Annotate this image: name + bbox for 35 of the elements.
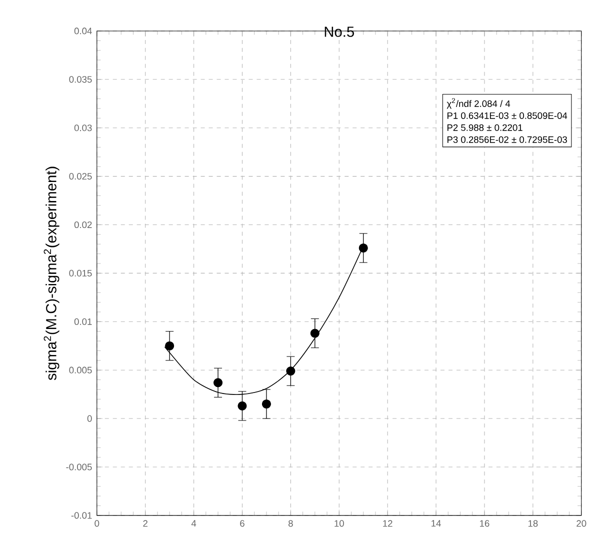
- x-tick-label: 4: [191, 520, 196, 526]
- y-tick-label: -0.005: [66, 463, 92, 470]
- point: [213, 378, 223, 388]
- y-tick-label: 0.02: [74, 221, 92, 228]
- annotation: χ$^{2}$/ndf 2.084 / 4: [446, 98, 510, 109]
- x-tick-label: 10: [334, 520, 344, 527]
- annotation: P1 0.6341E-03 ± 0.8509E-04: [447, 112, 568, 119]
- x-tick-label: 16: [480, 520, 490, 527]
- annotation: P3 0.2856E-02 ± 0.7295E-03: [447, 136, 567, 143]
- point: [238, 401, 247, 410]
- x-tick-label: 20: [576, 520, 586, 527]
- y-tick-label: 0.01: [74, 318, 92, 325]
- point: [286, 366, 296, 376]
- point: [165, 341, 174, 350]
- point: [262, 399, 271, 408]
- y-tick-label: -0.01: [71, 512, 92, 519]
- chart-title: No.5: [324, 26, 354, 37]
- y-axis-title: sigma$^{2}$(M.C)-sigma$^{2}$(experiment): [44, 166, 60, 380]
- y-tick-label: 0.005: [69, 366, 92, 374]
- x-tick-label: 14: [432, 520, 441, 526]
- x-tick-label: 0: [94, 520, 100, 527]
- y-tick-label: 0: [87, 415, 92, 422]
- x-tick-label: 12: [383, 520, 392, 526]
- y-tick-label: 0.015: [69, 270, 92, 276]
- y-tick-label: 0.035: [69, 76, 92, 82]
- y-tick-label: 0.025: [69, 172, 92, 180]
- y-tick-label: 0.03: [74, 124, 92, 131]
- point: [358, 243, 368, 252]
- annotation: P2 5.988 ± 0.2201: [447, 124, 522, 131]
- x-tick-label: 2: [143, 520, 148, 526]
- x-tick-label: 18: [528, 520, 538, 527]
- x-tick-label: 6: [240, 520, 244, 527]
- y-tick-label: 0.04: [74, 27, 92, 34]
- x-tick-label: 8: [288, 520, 293, 527]
- point: [310, 328, 320, 338]
